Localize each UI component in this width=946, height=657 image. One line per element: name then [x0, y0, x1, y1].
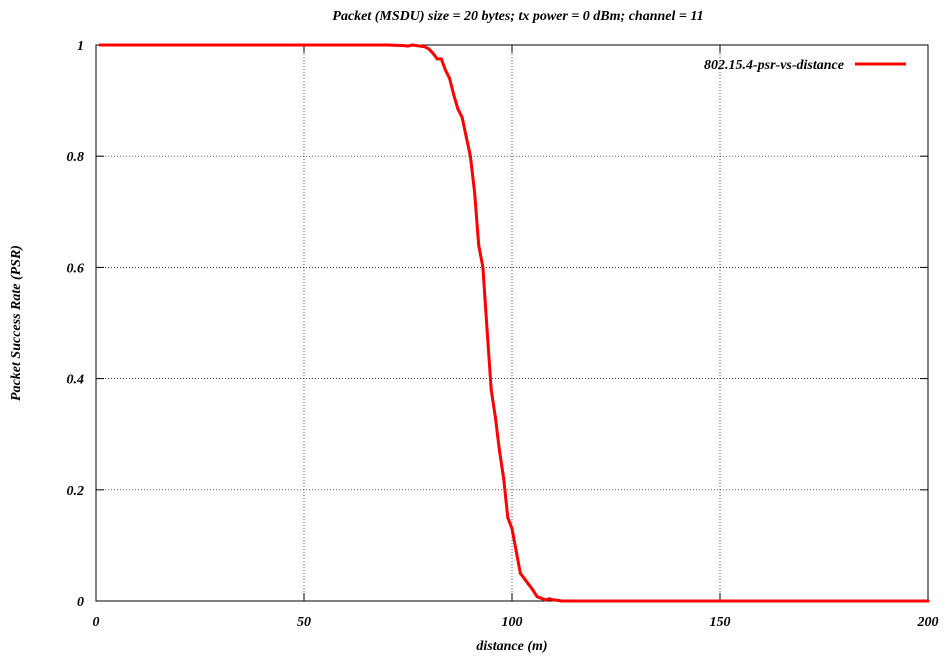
data-point [506, 516, 510, 520]
data-point [448, 76, 452, 80]
x-tick-label: 150 [710, 615, 731, 630]
x-tick-label: 100 [502, 615, 523, 630]
data-point [539, 596, 543, 600]
data-point [760, 599, 764, 603]
data-point [543, 598, 547, 602]
series-layer [98, 43, 930, 603]
data-point [452, 93, 456, 97]
y-axis-title: Packet Success Rate (PSR) [9, 245, 24, 401]
data-point [718, 599, 722, 603]
data-point [489, 388, 493, 392]
y-tick-label: 0 [77, 595, 84, 610]
data-point [635, 599, 639, 603]
data-point [477, 243, 481, 247]
data-point [527, 582, 531, 586]
data-point [531, 588, 535, 592]
data-point [177, 43, 181, 47]
data-point [502, 477, 506, 481]
data-point [439, 57, 443, 61]
data-point [136, 43, 140, 47]
y-tick-label: 1 [77, 39, 84, 54]
data-point [481, 265, 485, 269]
data-point [552, 598, 556, 602]
data-point [98, 43, 102, 47]
data-point [801, 599, 805, 603]
data-point [493, 416, 497, 420]
data-point [522, 577, 526, 581]
data-point [302, 43, 306, 47]
series-line [98, 43, 930, 603]
data-point [385, 43, 389, 47]
data-point [560, 599, 564, 603]
data-point [414, 44, 418, 48]
data-point [473, 190, 477, 194]
data-point [843, 599, 847, 603]
data-point [435, 57, 439, 61]
data-point [676, 599, 680, 603]
plot-frame [95, 44, 929, 602]
legend-label: 802.15.4-psr-vs-distance [704, 58, 844, 73]
data-point [460, 115, 464, 119]
data-point [260, 43, 264, 47]
data-point [344, 43, 348, 47]
data-point [427, 47, 431, 51]
x-tick-label: 200 [917, 615, 939, 630]
y-tick-label: 0.8 [67, 150, 85, 165]
y-tick-label: 0.2 [67, 484, 85, 499]
chart-title: Packet (MSDU) size = 20 bytes; tx power … [332, 9, 703, 24]
data-point [593, 599, 597, 603]
data-point [518, 571, 522, 575]
data-point [406, 44, 410, 48]
legend: 802.15.4-psr-vs-distance [704, 58, 906, 73]
axis-ticks: 0 50 100 150 200 0 0.2 0.4 0.6 0.8 1 [67, 39, 939, 630]
data-point [443, 68, 447, 72]
data-point [514, 549, 518, 553]
data-point [468, 154, 472, 158]
data-point [926, 599, 930, 603]
data-point [556, 598, 560, 602]
x-tick-label: 50 [297, 615, 311, 630]
data-point [485, 327, 489, 331]
data-point [456, 107, 460, 111]
y-tick-label: 0.6 [67, 261, 85, 276]
data-point [402, 44, 406, 48]
data-point [884, 599, 888, 603]
data-point [572, 599, 576, 603]
data-point [535, 595, 539, 599]
data-point [498, 449, 502, 453]
data-point [431, 51, 435, 55]
data-point [510, 527, 514, 531]
x-axis-title: distance (m) [476, 639, 547, 654]
data-point [410, 43, 414, 47]
data-point [547, 597, 551, 601]
data-point [423, 45, 427, 49]
grid-lines [96, 45, 928, 601]
y-tick-label: 0.4 [67, 373, 85, 388]
data-point [418, 44, 422, 48]
x-tick-label: 0 [93, 615, 100, 630]
data-point [219, 43, 223, 47]
data-point [464, 135, 468, 139]
